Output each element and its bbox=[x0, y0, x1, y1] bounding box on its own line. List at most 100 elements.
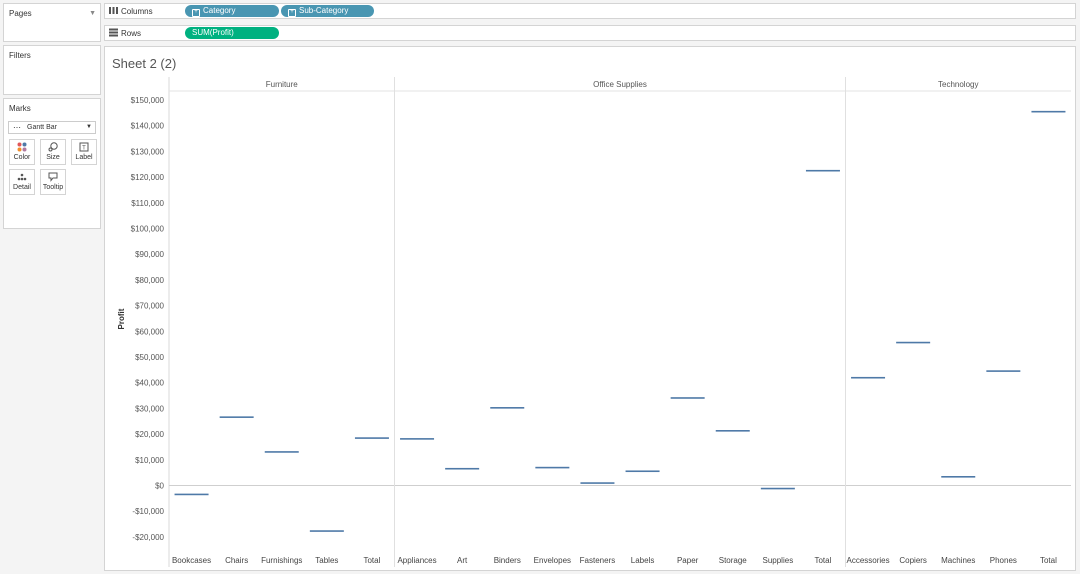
gantt-bar bbox=[986, 370, 1021, 372]
color-dots-icon bbox=[10, 142, 34, 154]
sub-category-pill[interactable]: + Sub-Category bbox=[281, 5, 374, 17]
size-icon bbox=[41, 142, 65, 154]
x-tick-label: Furnishings bbox=[261, 556, 302, 565]
gantt-bar bbox=[760, 487, 795, 490]
gantt-bar bbox=[805, 169, 840, 172]
gantt-bar bbox=[896, 341, 931, 344]
x-tick-label: Total bbox=[814, 556, 831, 565]
y-tick-label: $40,000 bbox=[135, 379, 164, 388]
sub-category-pill-label: Sub-Category bbox=[299, 6, 349, 15]
x-tick-label: Machines bbox=[941, 556, 975, 565]
label-icon: T bbox=[72, 142, 96, 154]
gantt-bar bbox=[715, 430, 750, 432]
y-tick-label: $30,000 bbox=[135, 404, 164, 413]
group-header: Office Supplies bbox=[593, 80, 647, 89]
tooltip-button-label: Tooltip bbox=[42, 184, 64, 191]
y-tick-label: $10,000 bbox=[135, 456, 164, 465]
y-tick-label: $110,000 bbox=[131, 199, 164, 208]
rows-shelf[interactable]: Rows SUM(Profit) bbox=[104, 25, 1076, 41]
x-tick-label: Envelopes bbox=[534, 556, 571, 565]
viz-area[interactable]: Sheet 2 (2) Profit -$20,000 -$10,000 $0 $10,… bbox=[104, 46, 1076, 571]
y-axis-title: Profit bbox=[117, 308, 126, 329]
x-tick-label: Total bbox=[363, 556, 380, 565]
y-tick-label: $50,000 bbox=[135, 353, 164, 362]
color-button[interactable]: Color bbox=[9, 139, 35, 165]
columns-shelf[interactable]: Columns + Category + Sub-Category bbox=[104, 3, 1076, 19]
label-button-label: Label bbox=[75, 154, 93, 161]
x-tick-label: Copiers bbox=[899, 556, 927, 565]
columns-shelf-label: Columns bbox=[121, 7, 153, 16]
gantt-bar bbox=[445, 467, 480, 470]
sum-profit-pill-label: SUM(Profit) bbox=[192, 28, 234, 37]
chevron-down-icon: ▼ bbox=[86, 124, 92, 130]
category-pill[interactable]: + Category bbox=[185, 5, 279, 17]
expand-icon: + bbox=[288, 9, 296, 17]
detail-button-label: Detail bbox=[13, 184, 31, 191]
label-button[interactable]: T Label bbox=[71, 139, 97, 165]
y-tick-label: $140,000 bbox=[131, 122, 165, 131]
size-button[interactable]: Size bbox=[40, 139, 66, 165]
x-tick-label: Tables bbox=[315, 556, 338, 565]
x-tick-label: Supplies bbox=[763, 556, 794, 565]
y-tick-label: -$10,000 bbox=[132, 507, 164, 516]
x-tick-label: Accessories bbox=[846, 556, 889, 565]
y-tick-label: $90,000 bbox=[135, 250, 164, 259]
tooltip-icon bbox=[41, 172, 65, 184]
size-button-label: Size bbox=[46, 154, 60, 161]
y-tick-label: $60,000 bbox=[135, 327, 164, 336]
gantt-bar bbox=[851, 376, 886, 379]
y-tick-label: $80,000 bbox=[135, 276, 164, 285]
x-tick-label: Storage bbox=[719, 556, 748, 565]
pages-title: Pages bbox=[9, 9, 32, 18]
marks-card: Marks ⋯ Gantt Bar ▼ Color Size T Label D… bbox=[3, 98, 101, 229]
x-tick-label: Paper bbox=[677, 556, 699, 565]
x-tick-label: Labels bbox=[631, 556, 655, 565]
gantt-bar bbox=[219, 416, 254, 418]
gantt-bar bbox=[400, 438, 435, 440]
gantt-bar bbox=[670, 397, 705, 399]
gantt-bar bbox=[264, 451, 299, 453]
group-header: Furniture bbox=[266, 80, 299, 89]
gantt-bar bbox=[354, 437, 389, 439]
pages-card[interactable]: Pages ▼ bbox=[3, 3, 101, 42]
detail-icon bbox=[10, 172, 34, 184]
tooltip-button[interactable]: Tooltip bbox=[40, 169, 66, 195]
category-pill-label: Category bbox=[203, 6, 236, 15]
marks-title: Marks bbox=[9, 104, 31, 113]
x-tick-label: Phones bbox=[990, 556, 1017, 565]
x-tick-label: Fasteners bbox=[580, 556, 616, 565]
x-tick-label: Total bbox=[1040, 556, 1057, 565]
gantt-bar bbox=[941, 476, 976, 478]
y-tick-label: -$20,000 bbox=[132, 533, 164, 542]
expand-icon: + bbox=[192, 9, 200, 17]
y-tick-label: $150,000 bbox=[131, 96, 165, 105]
rows-shelf-label: Rows bbox=[121, 29, 142, 38]
gantt-bar bbox=[309, 530, 344, 532]
gantt-bar bbox=[535, 466, 570, 469]
mark-type-dropdown[interactable]: ⋯ Gantt Bar ▼ bbox=[8, 121, 96, 134]
x-tick-label: Chairs bbox=[225, 556, 248, 565]
filters-card[interactable]: Filters bbox=[3, 45, 101, 95]
y-tick-label: $20,000 bbox=[135, 430, 164, 439]
pages-menu-caret-icon[interactable]: ▼ bbox=[89, 10, 96, 17]
gantt-bar bbox=[490, 407, 525, 409]
rows-icon bbox=[109, 28, 118, 39]
gantt-bar-icon: ⋯ bbox=[13, 123, 21, 132]
x-tick-label: Binders bbox=[494, 556, 521, 565]
detail-button[interactable]: Detail bbox=[9, 169, 35, 195]
y-tick-label: $130,000 bbox=[131, 147, 165, 156]
y-tick-label: $70,000 bbox=[135, 302, 164, 311]
x-tick-label: Art bbox=[457, 556, 468, 565]
sum-profit-pill[interactable]: SUM(Profit) bbox=[185, 27, 279, 39]
y-tick-label: $0 bbox=[155, 482, 164, 491]
y-tick-label: $100,000 bbox=[131, 225, 165, 234]
color-button-label: Color bbox=[13, 154, 31, 161]
sheet-title: Sheet 2 (2) bbox=[112, 56, 177, 71]
gantt-bar bbox=[1031, 110, 1066, 113]
group-header: Technology bbox=[938, 80, 978, 89]
filters-title: Filters bbox=[9, 51, 31, 60]
mark-type-label: Gantt Bar bbox=[27, 124, 57, 131]
svg-text:T: T bbox=[82, 146, 86, 152]
x-tick-label: Appliances bbox=[397, 556, 436, 565]
columns-icon bbox=[109, 6, 118, 17]
